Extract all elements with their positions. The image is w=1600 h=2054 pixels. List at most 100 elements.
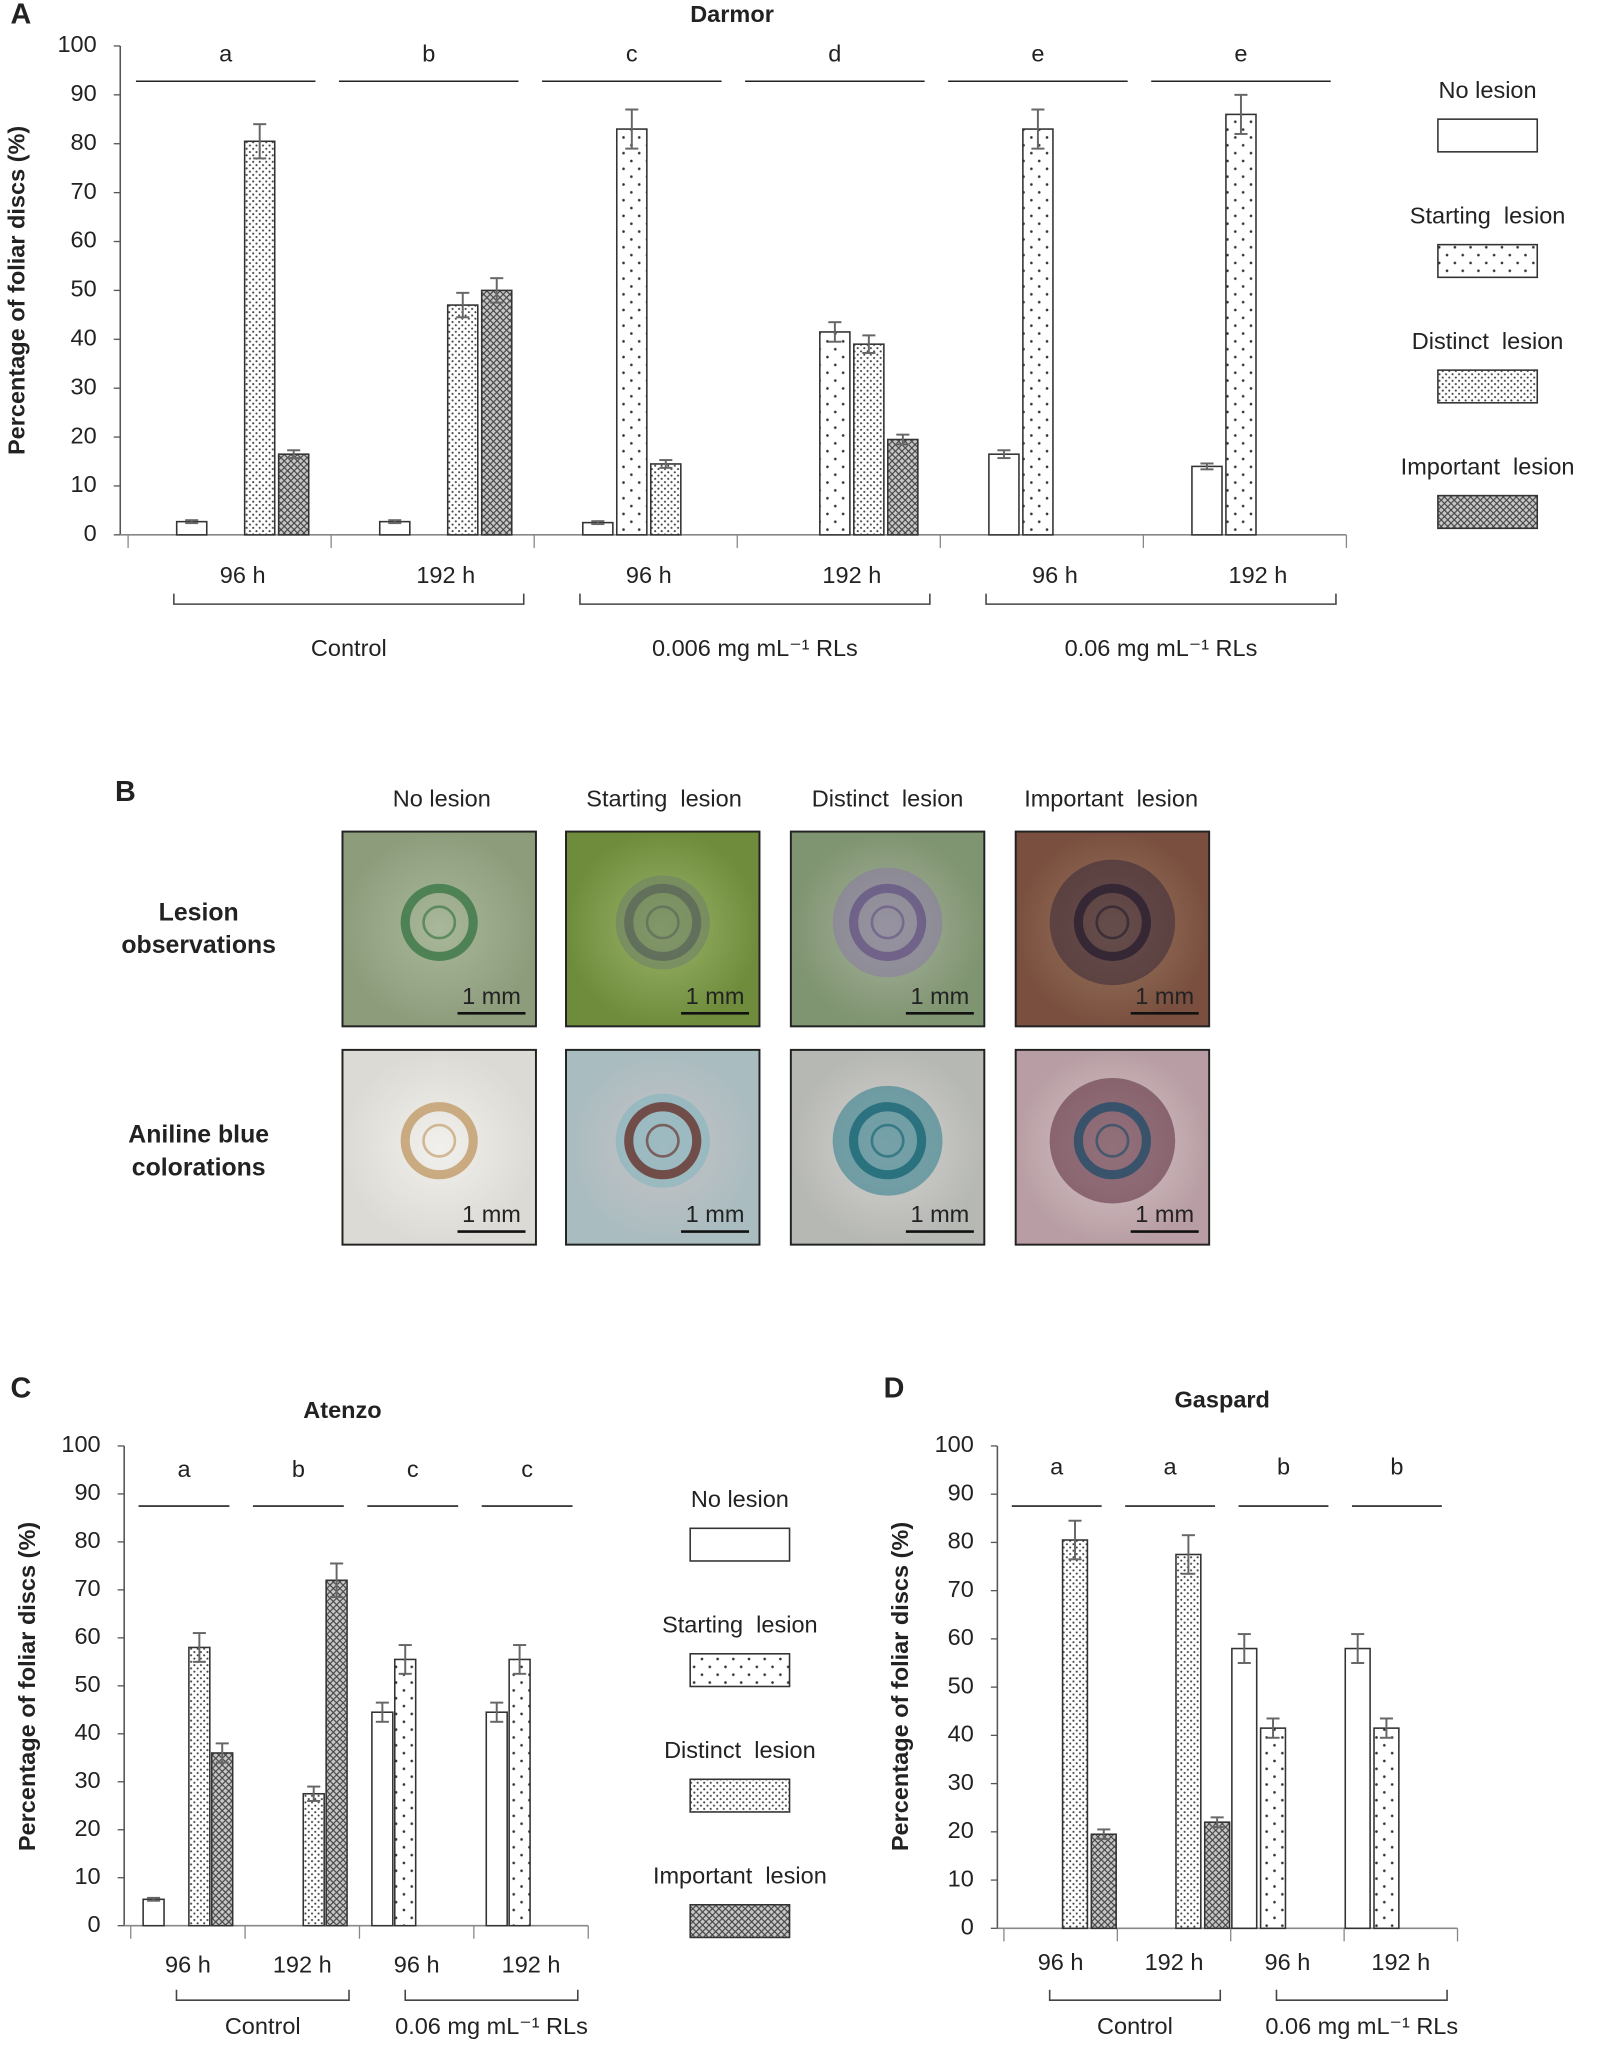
x-tick-label: 192 h (1229, 562, 1288, 588)
chart-title: Gaspard (1175, 1387, 1270, 1413)
bar (1061, 1539, 1089, 1930)
photo-panel: B No lesion Starting lesion Distinct les… (115, 776, 1211, 1246)
y-tick-label: 80 (948, 1528, 974, 1554)
bar (210, 1752, 234, 1927)
scale-label: 1 mm (910, 983, 969, 1009)
bar (1259, 1727, 1287, 1930)
lesion-ring (400, 883, 478, 961)
legend-label: Important lesion (653, 1863, 827, 1889)
lesion-center (645, 905, 680, 940)
y-tick-label: 90 (948, 1479, 974, 1505)
y-tick-label: 0 (88, 1911, 101, 1937)
y-tick-label: 70 (71, 178, 97, 204)
chart-title: Darmor (690, 1, 774, 27)
lesion-center (422, 1123, 457, 1158)
group-bracket (173, 593, 525, 605)
significance-letter: a (177, 1456, 191, 1482)
significance-letter: d (828, 40, 841, 66)
legend-label: Distinct lesion (664, 1737, 816, 1763)
bar (325, 1579, 348, 1927)
panel-label: B (115, 776, 136, 808)
group-label: Control (225, 2013, 301, 2039)
significance-letter: e (1031, 40, 1044, 66)
chart-title: Atenzo (303, 1397, 381, 1423)
lesion-center (1095, 1123, 1130, 1158)
lesion-ring (400, 1102, 478, 1180)
significance-letter: a (1164, 1453, 1178, 1479)
y-tick-label: 20 (74, 1815, 100, 1841)
significance-letter: b (422, 40, 435, 66)
row-label-box: Aniline blue colorations (128, 1122, 269, 1182)
x-tick-label: 96 h (1032, 562, 1078, 588)
bar (988, 453, 1020, 536)
legend-swatch (1437, 243, 1539, 279)
lesion-ring (1073, 1102, 1151, 1180)
bar (508, 1658, 531, 1927)
y-tick-label: 20 (948, 1817, 974, 1843)
panel-label: C (10, 1372, 31, 1404)
column-header: No lesion (393, 785, 491, 811)
legend-label: Distinct lesion (1412, 328, 1564, 354)
group-label: Control (1097, 2013, 1173, 2039)
legend-swatch (689, 1527, 791, 1562)
y-tick-label: 100 (935, 1431, 974, 1457)
row-label: Lesion observations (121, 899, 276, 960)
y-tick-label: 100 (61, 1431, 100, 1457)
y-tick-label: 40 (948, 1721, 974, 1747)
bar (485, 1711, 508, 1927)
y-tick-label: 10 (71, 471, 97, 497)
scale-label: 1 mm (1135, 983, 1194, 1009)
y-tick-label: 70 (74, 1575, 100, 1601)
x-tick-label: 96 h (1038, 1949, 1084, 1975)
lesion-ring (849, 883, 927, 961)
y-tick-label: 90 (74, 1479, 100, 1505)
scale-label: 1 mm (462, 1201, 521, 1227)
bar-chart: A Darmor Percentage of foliar discs (%) 0 10… (4, 0, 1575, 661)
y-tick-label: 100 (57, 31, 96, 57)
bar (480, 289, 513, 536)
y-tick-label: 40 (71, 325, 97, 351)
significance-letter: a (219, 40, 233, 66)
lesion-center (1095, 905, 1130, 940)
scale-label: 1 mm (910, 1201, 969, 1227)
column-header: Distinct lesion (812, 785, 964, 811)
group-bracket (1275, 1989, 1448, 2001)
legend-label: Starting lesion (662, 1612, 818, 1638)
bar (188, 1646, 211, 1927)
group-bracket (175, 1989, 350, 2001)
group-bracket (985, 593, 1337, 605)
y-tick-label: 20 (71, 422, 97, 448)
bar-chart: C Atenzo Percentage of foliar discs (%) 0 10… (10, 1372, 826, 2039)
y-tick-label: 60 (71, 227, 97, 253)
group-label: Control (311, 635, 387, 661)
y-axis-label: Percentage of foliar discs (%) (14, 1522, 40, 1851)
bar (1090, 1833, 1117, 1930)
group-bracket (1048, 1989, 1222, 2001)
y-tick-label: 30 (71, 373, 97, 399)
bar (277, 453, 310, 536)
y-tick-label: 70 (948, 1576, 974, 1602)
legend-swatch (689, 1903, 791, 1939)
bar (393, 1658, 417, 1927)
significance-letter: c (626, 40, 638, 66)
scale-label: 1 mm (1135, 1201, 1194, 1227)
lesion-halo (1049, 1077, 1176, 1204)
y-axis-label: Percentage of foliar discs (%) (4, 126, 30, 455)
scale-label: 1 mm (462, 983, 521, 1009)
group-label: 0.006 mg mL⁻¹ RLs (652, 635, 858, 661)
x-tick-label: 96 h (1265, 1949, 1311, 1975)
legend-swatch (689, 1778, 791, 1813)
column-header: Starting lesion (586, 785, 742, 811)
lesion-center (870, 905, 905, 940)
x-tick-label: 192 h (822, 562, 881, 588)
legend-swatch (1437, 369, 1539, 404)
lesion-ring (624, 1102, 702, 1180)
legend-label: Starting lesion (1410, 202, 1566, 228)
bar (649, 463, 682, 536)
row-label-box: Lesion observations (121, 899, 276, 960)
group-label: 0.06 mg mL⁻¹ RLs (395, 2013, 588, 2039)
x-tick-label: 96 h (165, 1951, 211, 1977)
legend-swatch (1437, 118, 1539, 153)
group-label: 0.06 mg mL⁻¹ RLs (1265, 2013, 1458, 2039)
legend-label: Important lesion (1401, 453, 1575, 479)
